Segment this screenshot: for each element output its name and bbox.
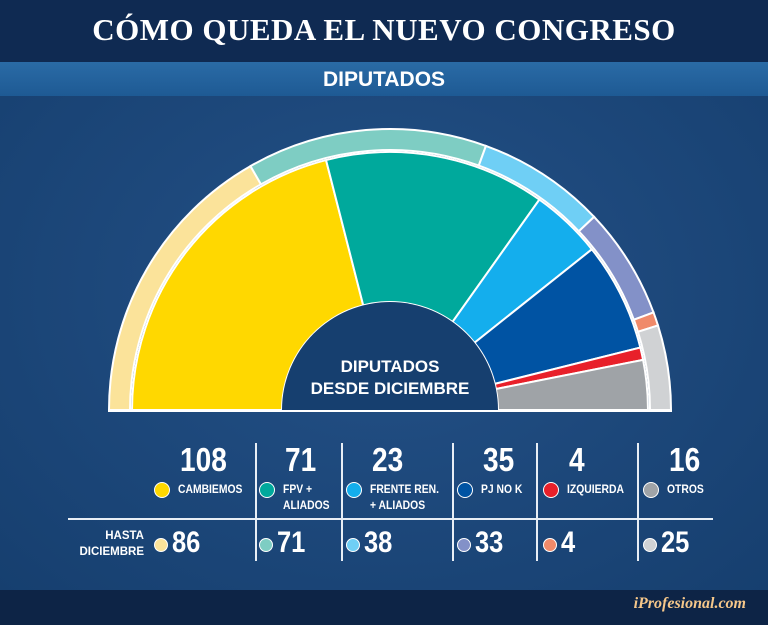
seats-until-december: 25 <box>661 526 690 559</box>
seats-until-december: 71 <box>277 526 306 559</box>
legend-label: FRENTE REN. + ALIADOS <box>370 482 439 514</box>
previous-color-dot <box>259 538 273 552</box>
legend-label-line: FRENTE REN. <box>370 484 440 496</box>
seats-until-december: 4 <box>561 526 576 559</box>
legend-color-dot <box>346 482 362 498</box>
legend-label-line: ALIADOS <box>283 500 330 512</box>
previous-color-dot <box>346 538 360 552</box>
legend-color-dot <box>643 482 659 498</box>
center-label-line-1: DIPUTADOS <box>340 357 440 376</box>
seats-from-december: 4 <box>569 441 585 478</box>
previous-color-dot <box>543 538 557 552</box>
seats-until-december: 86 <box>172 526 201 559</box>
legend-label-line: OTROS <box>667 484 704 496</box>
legend-label-line: + ALIADOS <box>370 500 426 512</box>
previous-label-line-1: HASTA <box>105 530 144 542</box>
legend-label-line: CAMBIEMOS <box>178 484 243 496</box>
brand-logo: iProfesional.com <box>633 595 746 612</box>
legend-label: CAMBIEMOS <box>178 482 242 498</box>
footer <box>0 590 768 625</box>
center-label: DIPUTADOS DESDE DICIEMBRE <box>290 356 490 400</box>
seats-until-december: 33 <box>475 526 504 559</box>
center-label-line-2: DESDE DICIEMBRE <box>310 379 470 398</box>
legend-color-dot <box>543 482 559 498</box>
header-bar <box>0 0 768 62</box>
previous-color-dot <box>643 538 657 552</box>
page-title: CÓMO QUEDA EL NUEVO CONGRESO <box>92 12 676 47</box>
subtitle-band <box>0 62 768 96</box>
legend-color-dot <box>259 482 275 498</box>
previous-color-dot <box>154 538 168 552</box>
legend-column-divider <box>341 443 343 561</box>
legend-column-divider <box>637 443 639 561</box>
seats-from-december: 108 <box>180 441 227 478</box>
legend-label: OTROS <box>667 482 704 498</box>
legend-label: PJ NO K <box>481 482 522 498</box>
seats-until-december: 38 <box>364 526 393 559</box>
legend-color-dot <box>457 482 473 498</box>
center-hole <box>282 302 498 410</box>
seats-from-december: 16 <box>669 441 701 478</box>
seats-from-december: 35 <box>483 441 515 478</box>
previous-color-dot <box>457 538 471 552</box>
legend-label: IZQUIERDA <box>567 482 624 498</box>
previous-label-line-2: DICIEMBRE <box>79 546 144 558</box>
seats-from-december: 71 <box>285 441 317 478</box>
legend-color-dot <box>154 482 170 498</box>
legend-label-line: IZQUIERDA <box>567 484 624 496</box>
legend-column-divider <box>255 443 257 561</box>
previous-label: HASTA DICIEMBRE <box>64 528 144 560</box>
legend-column-divider <box>536 443 538 561</box>
subtitle: DIPUTADOS <box>322 68 446 91</box>
legend-divider <box>68 518 713 520</box>
legend-column-divider <box>452 443 454 561</box>
legend-label: FPV + ALIADOS <box>283 482 330 514</box>
legend-label-line: FPV + <box>283 484 313 496</box>
seats-from-december: 23 <box>372 441 404 478</box>
legend-label-line: PJ NO K <box>481 484 523 496</box>
